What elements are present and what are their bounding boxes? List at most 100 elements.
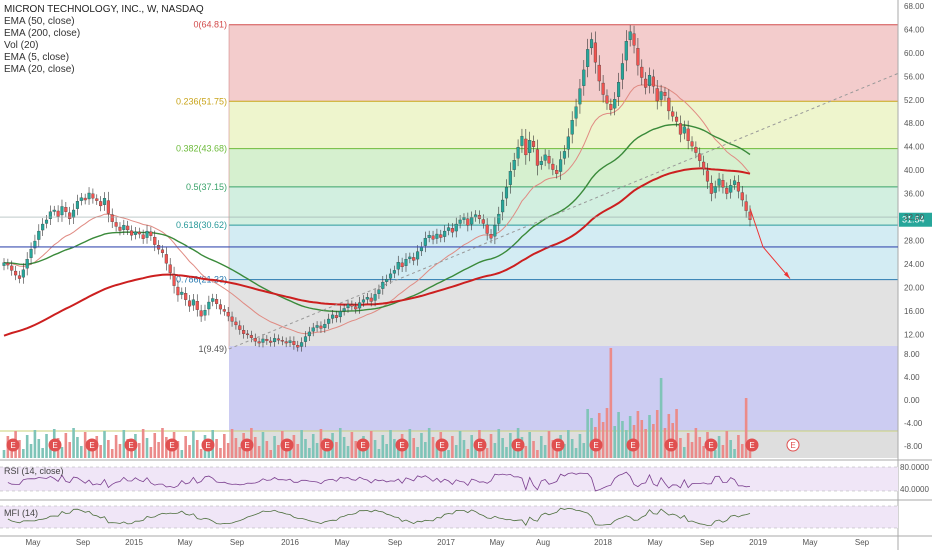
candle-body — [582, 69, 586, 86]
candle-body — [408, 256, 412, 260]
candle-body — [2, 262, 6, 266]
candle-body — [346, 304, 350, 309]
candle-body — [647, 75, 652, 86]
candle-body — [75, 201, 79, 209]
candle-body — [392, 270, 396, 274]
volume-bar — [466, 449, 470, 458]
volume-bar — [408, 429, 412, 458]
candle-body — [605, 95, 609, 104]
price-tick: 44.00 — [904, 143, 925, 152]
candle-body — [14, 270, 18, 276]
fib-zone-4 — [229, 225, 898, 280]
candle-body — [191, 299, 195, 306]
volume-bar — [547, 431, 551, 458]
candle-body — [358, 302, 362, 309]
volume-bar — [25, 435, 29, 458]
earnings-marker — [124, 438, 138, 452]
volume-bar — [308, 448, 311, 458]
earnings-marker — [589, 438, 603, 452]
candle-body — [493, 225, 497, 237]
volume-bar — [675, 409, 678, 458]
legend-ema5[interactable]: EMA (5, close) — [4, 52, 70, 63]
volume-bar — [10, 445, 14, 458]
candle-body — [450, 228, 454, 233]
volume-bar — [652, 424, 655, 458]
candle-body — [234, 321, 238, 326]
price-badge-text: 31.54 — [902, 215, 925, 225]
mfi-pane — [0, 505, 898, 529]
volume-bar — [192, 431, 195, 458]
annotations: 31.54 — [0, 72, 932, 350]
candle-body — [562, 151, 567, 159]
price-tick: 40.00 — [904, 166, 925, 175]
legend-ema20[interactable]: EMA (20, close) — [4, 64, 75, 75]
volume-bar — [80, 446, 83, 458]
candle-body — [218, 304, 223, 310]
candle-body — [535, 149, 539, 166]
volume-bar — [686, 433, 690, 458]
candle-body — [439, 234, 443, 238]
earnings-letter: E — [399, 441, 404, 450]
candle-body — [531, 141, 536, 147]
volume-bar — [265, 441, 269, 458]
candle-body — [578, 88, 582, 105]
candle-body — [25, 259, 29, 269]
candle-body — [145, 230, 149, 238]
volume-bar — [64, 433, 68, 458]
candle-body — [485, 224, 489, 234]
candle-body — [95, 198, 99, 201]
ema20-line — [3, 83, 751, 335]
time-tick: Sep — [230, 538, 245, 547]
candle-body — [269, 340, 273, 343]
earnings-letter: E — [630, 441, 635, 450]
time-tick: Sep — [855, 538, 870, 547]
earnings-marker — [320, 438, 334, 452]
candle-body — [702, 161, 706, 170]
volume-bar — [369, 431, 373, 458]
legend-volume[interactable]: Vol (20) — [4, 40, 39, 51]
rsi-tick: 80.0000 — [900, 463, 929, 472]
volume-bar — [230, 429, 234, 458]
fib-zone-3 — [229, 186, 898, 226]
volume-bar — [493, 443, 497, 458]
volume-bar — [404, 443, 408, 458]
volume-bar — [114, 435, 118, 458]
candle-body — [628, 31, 632, 40]
rsi-tick: 40.0000 — [900, 485, 929, 494]
legend-ema200[interactable]: EMA (200, close) — [4, 28, 81, 39]
earnings-marker — [745, 438, 759, 452]
volume-bar — [733, 449, 736, 458]
candle-body — [559, 159, 563, 172]
candle-body — [261, 338, 265, 343]
legend-ema50[interactable]: EMA (50, close) — [4, 16, 75, 27]
time-tick: May — [334, 538, 349, 547]
earnings-letter: E — [360, 441, 365, 450]
candle-body — [361, 299, 366, 303]
earnings-letter: E — [324, 441, 329, 450]
rsi-line — [7, 471, 751, 492]
earnings-letter: E — [128, 441, 133, 450]
earnings-letter: E — [439, 441, 444, 450]
price-tick: 60.00 — [904, 49, 925, 58]
candle-body — [373, 294, 377, 301]
volume-bar — [454, 445, 458, 458]
volume-bar — [346, 446, 350, 458]
earnings-letter: E — [477, 441, 482, 450]
candle-body — [29, 249, 33, 258]
candle-body — [110, 214, 114, 222]
candle-body — [230, 316, 234, 322]
volume-bar — [721, 445, 725, 458]
volume-bar — [168, 446, 172, 458]
candle-body — [99, 201, 103, 207]
volume-bar — [590, 418, 593, 458]
earnings-letter: E — [708, 441, 713, 450]
volume-bar — [18, 440, 21, 458]
volume-bar — [462, 440, 466, 458]
volume-bar — [311, 434, 315, 458]
price-badge — [899, 212, 932, 227]
volume-bar — [551, 440, 555, 458]
rsi-label: RSI (14, close) — [4, 466, 64, 476]
volume-bar — [682, 447, 686, 458]
